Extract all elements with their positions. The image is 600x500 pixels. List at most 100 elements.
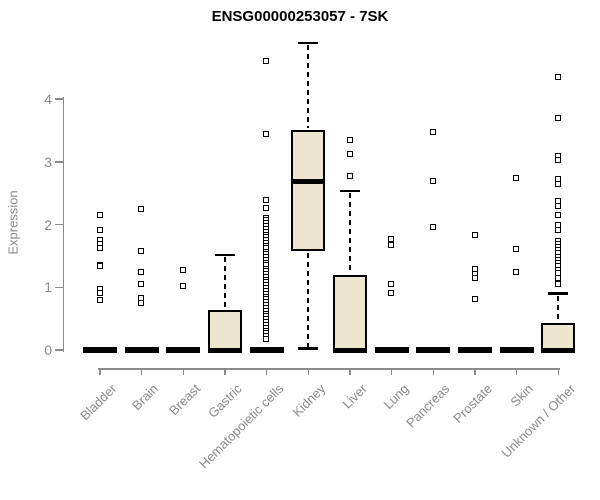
outlier-point [138,205,145,212]
outlier-point [346,136,353,143]
outlier-point [346,172,353,179]
outlier-point [471,274,478,281]
outlier-point [429,223,436,230]
outlier-point [263,130,270,137]
median-line [249,347,284,353]
outlier-point [554,203,561,210]
outlier-point [554,73,561,80]
x-category-label: Bladder [77,381,120,424]
outlier-point [263,336,270,343]
outlier-point [388,236,395,243]
upper-whisker [349,193,352,273]
x-tick-mark [140,368,143,375]
x-category-label: Lung [380,381,412,413]
median-line [416,347,451,353]
lower-whisker [307,252,310,347]
median-line [541,347,576,353]
x-tick-mark [349,368,351,375]
x-tick-mark [515,368,518,375]
y-axis-line [62,97,64,352]
outlier-point [138,247,145,254]
y-axis-label: Expression [5,190,21,255]
outlier-point [513,174,520,181]
median-line [374,347,409,353]
x-tick-mark [99,368,101,375]
x-category-label: Pancreas [403,381,453,431]
median-line [333,347,368,353]
box [541,323,576,350]
y-tick-label: 2 [44,216,52,233]
upper-whisker [557,295,560,321]
x-category-label: Skin [507,381,537,410]
outlier-point [138,269,145,276]
outlier-point [554,181,561,188]
outlier-point [96,296,103,303]
upper-whisker-cap [298,41,319,45]
outlier-point [554,212,561,219]
upper-whisker [224,257,226,308]
x-tick-mark [265,368,268,375]
outlier-point [346,150,353,157]
outlier-point [138,300,145,307]
outlier-point [554,280,561,287]
outlier-point [96,226,103,233]
x-tick-mark [390,368,393,375]
median-line [458,347,493,353]
x-tick-mark [224,368,226,375]
outlier-point [429,177,436,184]
outlier-point [263,196,270,203]
x-axis-line [98,368,560,370]
y-tick-label: 3 [44,153,52,170]
outlier-point [179,266,186,273]
x-category-label: Unknown / Other [498,381,578,461]
upper-whisker-cap [340,189,361,193]
x-category-label: Prostate [449,381,495,426]
y-tick-mark [54,223,63,226]
box [333,274,368,350]
median-line [208,347,242,353]
outlier-point [96,290,103,297]
outlier-point [138,281,145,288]
y-tick-mark [54,161,63,163]
median-line [499,347,534,353]
outlier-point [429,128,436,135]
outlier-point [96,245,103,252]
outlier-point [554,114,561,121]
y-tick-label: 0 [44,342,52,358]
box [291,129,326,251]
x-category-label: Kidney [289,381,328,420]
outlier-point [471,232,478,239]
outlier-point [513,268,520,275]
outlier-point [179,283,186,290]
x-tick-mark [557,368,560,375]
upper-whisker-cap [215,253,235,257]
upper-whisker [307,45,310,128]
y-tick-mark [54,286,63,288]
y-tick-label: 4 [44,91,52,107]
x-tick-mark [307,368,310,375]
box [208,309,242,350]
outlier-point [96,211,103,218]
outlier-point [388,241,395,248]
median-line [291,179,326,185]
x-category-label: Gastric [204,381,245,421]
median-line [166,347,201,353]
chart-title: ENSG00000253057 - 7SK [211,8,389,25]
outlier-point [388,290,395,297]
y-tick-mark [54,349,63,351]
outlier-point [554,156,561,163]
x-tick-mark [432,368,435,375]
outlier-point [554,226,561,233]
outlier-point [96,263,103,270]
outlier-point [554,274,561,281]
x-category-label: Liver [339,381,370,412]
y-tick-label: 1 [44,279,52,296]
y-tick-mark [54,98,63,100]
upper-whisker-cap [548,292,569,295]
x-category-label: Breast [165,381,203,419]
outlier-point [513,246,520,253]
outlier-point [263,58,270,65]
median-line [124,347,159,353]
lower-whisker-cap [298,347,319,350]
